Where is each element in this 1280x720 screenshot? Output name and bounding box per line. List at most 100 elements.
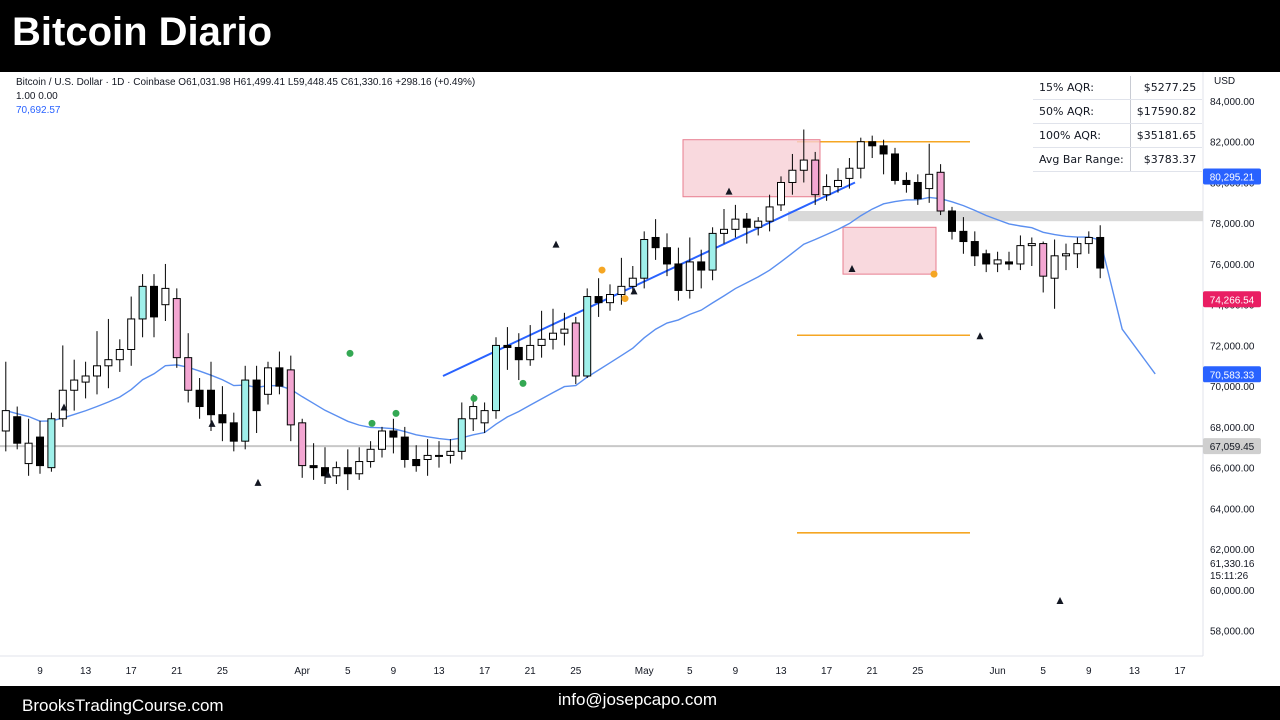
candle-body <box>982 253 991 265</box>
candle-body <box>845 167 854 179</box>
signal-triangle <box>1056 597 1064 605</box>
aqr-row: Avg Bar Range: $3783.37 <box>1033 147 1203 172</box>
resistance-band <box>788 210 1203 222</box>
aqr-label: 100% AQR: <box>1033 123 1131 148</box>
candle-body <box>378 430 386 450</box>
y-tick-label: 58,000.00 <box>1210 627 1255 638</box>
candle-body <box>457 418 466 452</box>
x-tick-label: 5 <box>687 666 693 677</box>
candle-body <box>435 454 443 457</box>
candle-body <box>104 359 113 367</box>
range-box <box>842 226 937 275</box>
candle-body <box>286 369 295 426</box>
signal-dot <box>392 409 400 417</box>
candle-body <box>1 410 10 432</box>
candle-body <box>754 220 763 228</box>
candle-body <box>720 228 728 234</box>
candle-body <box>822 186 831 196</box>
candle-body <box>229 422 238 442</box>
signal-triangle <box>848 265 856 273</box>
price-tag <box>1203 366 1261 383</box>
signal-triangle <box>725 187 733 195</box>
x-tick-label: 21 <box>171 666 183 677</box>
signal-dot <box>930 270 938 278</box>
candle-body <box>161 287 170 306</box>
range-box <box>682 139 821 198</box>
y-tick-label: 68,000.00 <box>1210 423 1255 434</box>
y-tick-label: 84,000.00 <box>1210 97 1255 108</box>
x-tick-label: 25 <box>912 666 924 677</box>
aqr-value: $35181.65 <box>1129 123 1203 148</box>
candle-body <box>765 206 774 222</box>
trendline <box>442 181 856 377</box>
x-tick-label: 9 <box>1086 666 1092 677</box>
candle-body <box>617 285 626 296</box>
candle-body <box>948 210 956 232</box>
legend-ema-value: 70,692.57 <box>16 105 61 116</box>
x-tick-label: 25 <box>570 666 582 677</box>
candle-body <box>446 450 455 456</box>
candle-body <box>856 141 865 169</box>
signal-triangle <box>976 332 984 340</box>
candle-body <box>560 328 569 334</box>
x-tick-label: 17 <box>126 666 138 677</box>
y-tick-label: 78,000.00 <box>1210 219 1255 230</box>
site-label[interactable]: BrooksTradingCourse.com <box>22 696 224 715</box>
countdown-label: 15:11:26 <box>1210 571 1249 582</box>
candle-body <box>902 179 911 186</box>
price-tag-label: 67,059.45 <box>1210 442 1255 453</box>
currency-label: USD <box>1214 76 1236 87</box>
price-chart[interactable]: 58,000.00 60,000.00 62,000.00 64,000.00 66,0… <box>0 72 1280 686</box>
legend-change: +298.16 (+0.49%) <box>395 77 476 88</box>
y-tick-label: 64,000.00 <box>1210 504 1255 515</box>
signal-dot <box>346 349 354 357</box>
candle-body <box>172 298 181 359</box>
email-label[interactable]: info@josepcapo.com <box>558 690 718 709</box>
y-tick-label: 76,000.00 <box>1210 260 1255 271</box>
x-tick-label: 21 <box>867 666 879 677</box>
candle-body <box>777 181 785 206</box>
candle-body <box>1039 243 1048 277</box>
x-tick-label: 9 <box>391 666 397 677</box>
candle-body <box>799 159 808 171</box>
candle-body <box>309 465 318 469</box>
chart-area[interactable]: 58,000.00 60,000.00 62,000.00 64,000.00 66,0… <box>0 72 1280 686</box>
signal-dot <box>368 419 376 427</box>
candle-body <box>81 375 90 383</box>
candle-body <box>526 344 535 361</box>
y-tick-label: 60,000.00 <box>1210 586 1255 597</box>
aqr-label: Avg Bar Range: <box>1033 147 1131 172</box>
candle-body <box>959 230 968 243</box>
candle-body <box>389 430 398 438</box>
aqr-row: 100% AQR: $35181.65 <box>1033 123 1203 148</box>
candle-body <box>970 241 979 257</box>
signal-triangle <box>324 470 332 478</box>
candle-body <box>184 357 193 391</box>
candle-body <box>640 239 649 279</box>
candle-body <box>150 285 158 318</box>
page-title: Bitcoin Diario <box>12 10 273 54</box>
x-tick-label: 13 <box>775 666 787 677</box>
candle-body <box>343 467 352 475</box>
candle-body <box>993 259 1002 265</box>
candle-body <box>628 277 637 287</box>
legend-open: O61,031.98 <box>178 77 231 88</box>
aqr-value: $5277.25 <box>1129 76 1203 100</box>
candle-body <box>492 344 500 412</box>
x-tick-label: 9 <box>733 666 739 677</box>
y-tick-label: 66,000.00 <box>1210 464 1255 475</box>
x-tick-label: 13 <box>80 666 92 677</box>
candle-body <box>70 379 79 391</box>
signal-dot <box>519 379 527 387</box>
candle-body <box>13 416 22 444</box>
aqr-label: 50% AQR: <box>1033 99 1131 124</box>
candle-body <box>321 467 329 477</box>
candle-body <box>1027 243 1036 247</box>
signal-triangle <box>552 240 560 248</box>
candle-body <box>674 263 683 291</box>
candle-body <box>218 414 227 424</box>
x-tick-label: May <box>635 666 654 677</box>
last-price-label: 61,330.16 <box>1210 559 1255 570</box>
x-tick-label: 13 <box>433 666 445 677</box>
aqr-value: $17590.82 <box>1129 99 1203 124</box>
